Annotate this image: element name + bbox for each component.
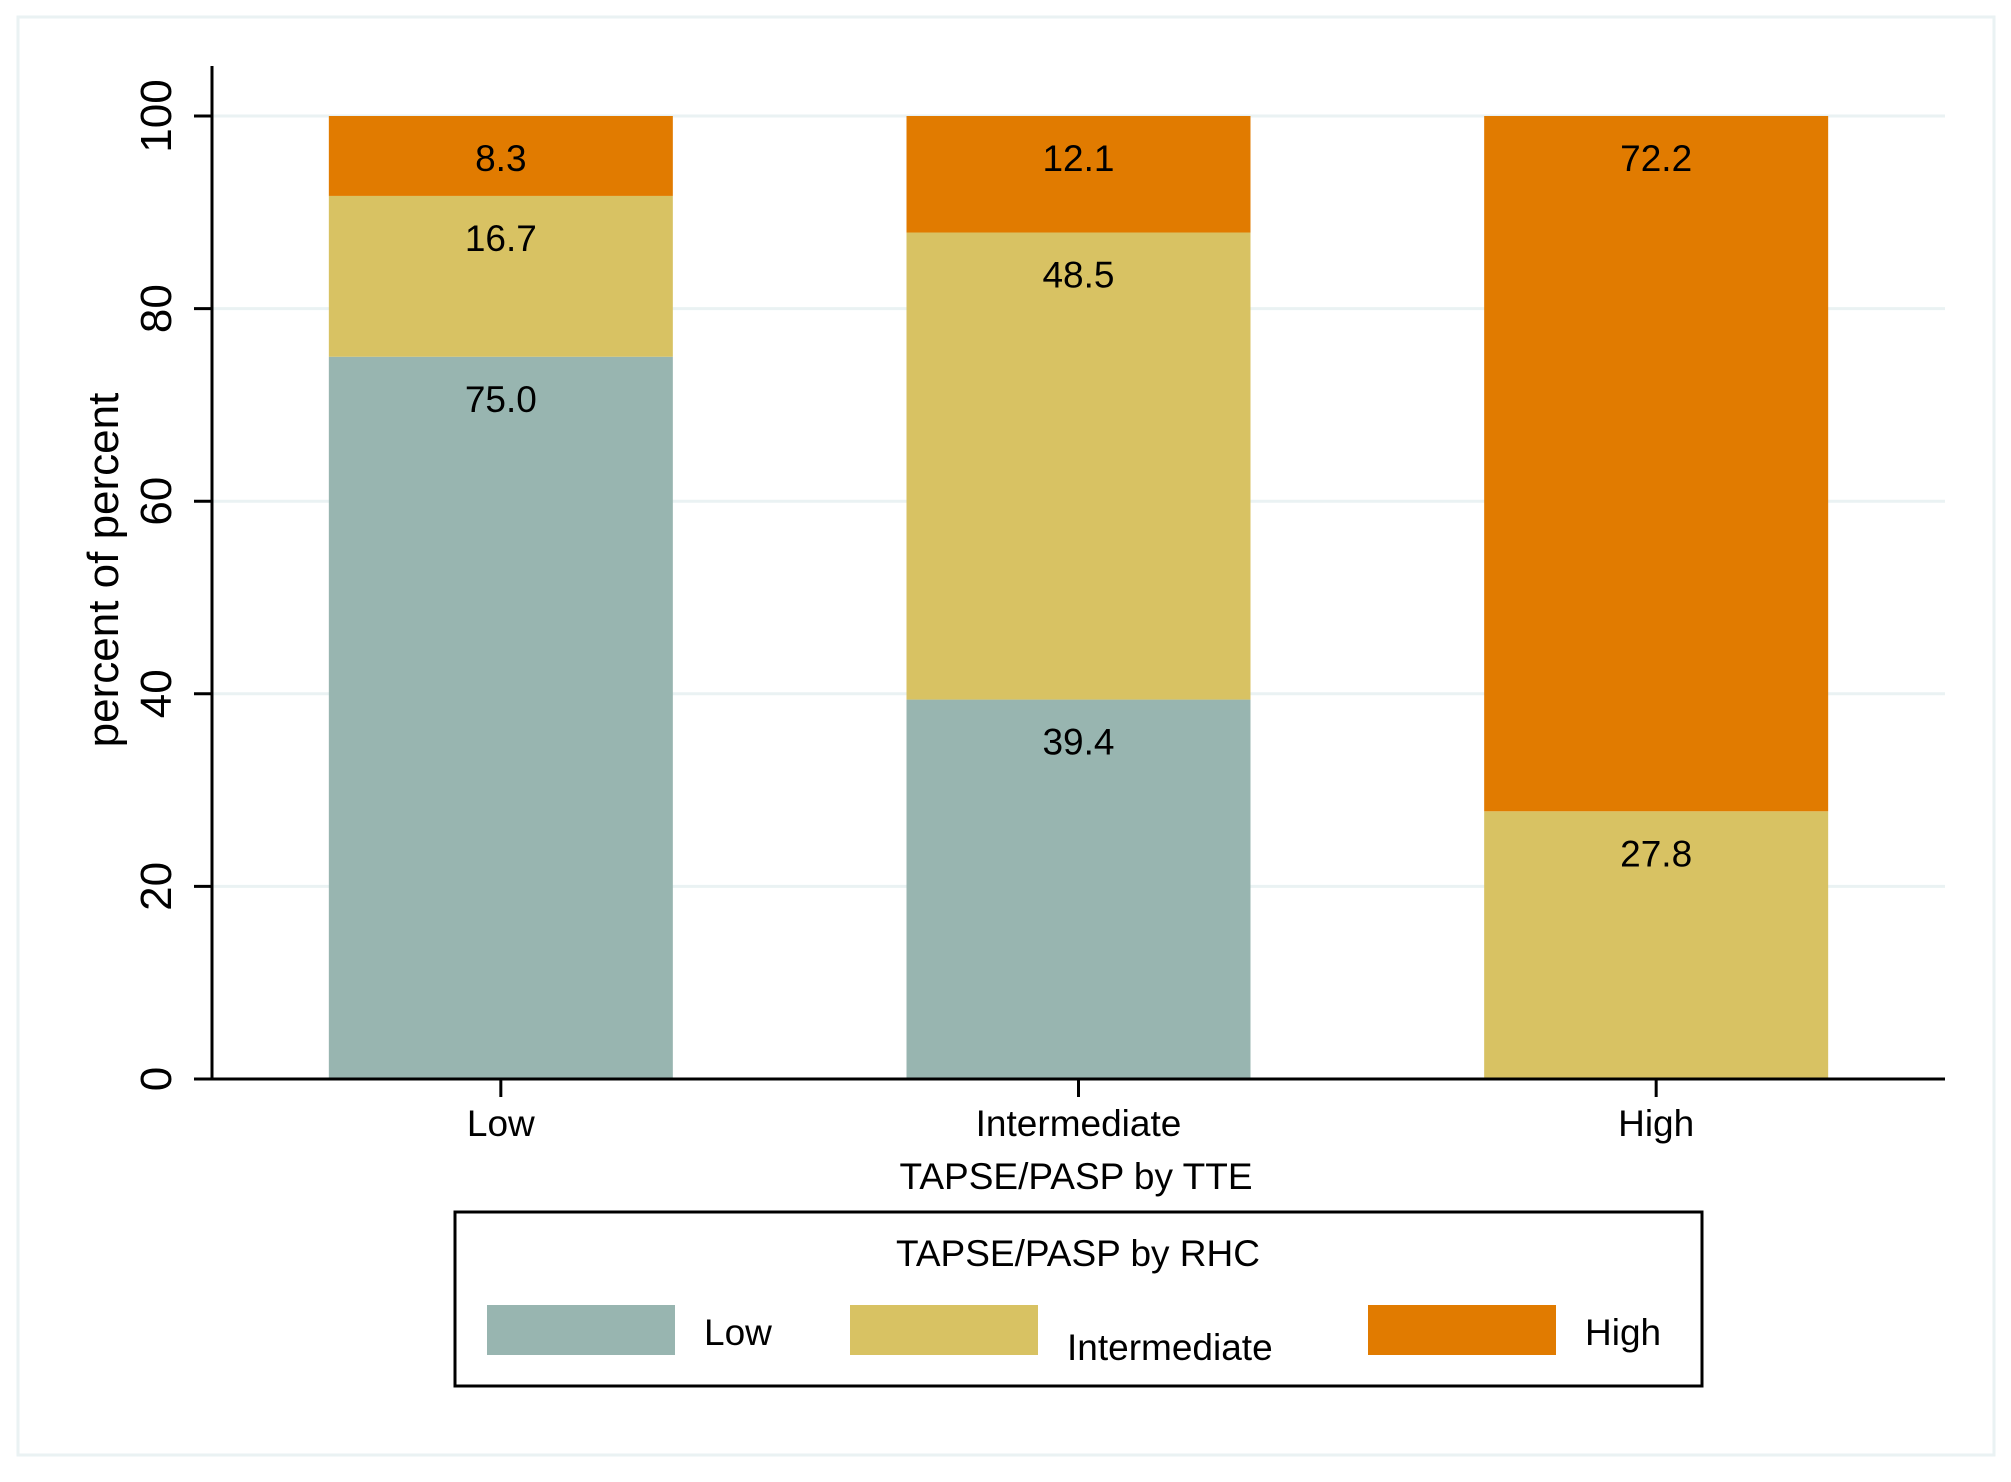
- bar-low-low: [328, 356, 673, 1079]
- bar-high-intermediate: [1484, 811, 1829, 1079]
- legend-items: Low Intermediate High: [487, 1305, 1661, 1368]
- y-tick-label-20: 20: [132, 862, 181, 911]
- y-axis-title: percent of percent: [79, 393, 128, 748]
- x-axis-title: TAPSE/PASP by TTE: [900, 1156, 1253, 1197]
- data-label-low-intermediate: 16.7: [465, 218, 537, 259]
- legend-box: [453, 1210, 1704, 1388]
- outer-frame: [16, 15, 1996, 1457]
- x-tick-label-high: High: [1618, 1103, 1694, 1144]
- x-tick-label-low: Low: [467, 1103, 535, 1144]
- bars: [328, 116, 1829, 1079]
- legend-label-intermediate: Intermediate: [1067, 1327, 1273, 1368]
- data-label-high-high: 72.2: [1620, 138, 1692, 179]
- y-axis-ticks: 0 20 40 60 80 100: [132, 79, 212, 1091]
- y-tick-label-40: 40: [132, 669, 181, 718]
- bar-low-intermediate: [328, 195, 673, 357]
- y-tick-label-0: 0: [132, 1067, 181, 1091]
- bar-data-labels: 75.0 16.7 8.3 39.4 48.5 12.1 27.8 72.2: [465, 138, 1692, 874]
- bar-intermediate-intermediate: [906, 232, 1251, 700]
- legend-swatch-intermediate: [850, 1305, 1038, 1355]
- data-label-low-high: 8.3: [475, 138, 526, 179]
- legend-swatch-high: [1368, 1305, 1556, 1355]
- x-axis-ticks: Low Intermediate High: [467, 1079, 1694, 1144]
- bar-intermediate-low: [906, 699, 1251, 1079]
- data-label-intermediate-high: 12.1: [1042, 138, 1114, 179]
- legend: TAPSE/PASP by RHC Low Intermediate High: [453, 1210, 1704, 1388]
- legend-label-low: Low: [704, 1312, 772, 1353]
- y-tick-label-100: 100: [132, 79, 181, 152]
- bar-high-high: [1484, 116, 1829, 812]
- bar-intermediate-high: [906, 116, 1251, 233]
- bar-low-high: [328, 116, 673, 196]
- data-label-low-low: 75.0: [465, 379, 537, 420]
- legend-title: TAPSE/PASP by RHC: [896, 1233, 1260, 1274]
- x-tick-label-intermediate: Intermediate: [976, 1103, 1182, 1144]
- data-label-intermediate-low: 39.4: [1042, 722, 1114, 763]
- legend-label-high: High: [1585, 1312, 1661, 1353]
- y-tick-label-60: 60: [132, 477, 181, 526]
- legend-swatch-low: [487, 1305, 675, 1355]
- y-tick-label-80: 80: [132, 284, 181, 333]
- data-label-intermediate-intermediate: 48.5: [1042, 255, 1114, 296]
- data-label-high-intermediate: 27.8: [1620, 833, 1692, 874]
